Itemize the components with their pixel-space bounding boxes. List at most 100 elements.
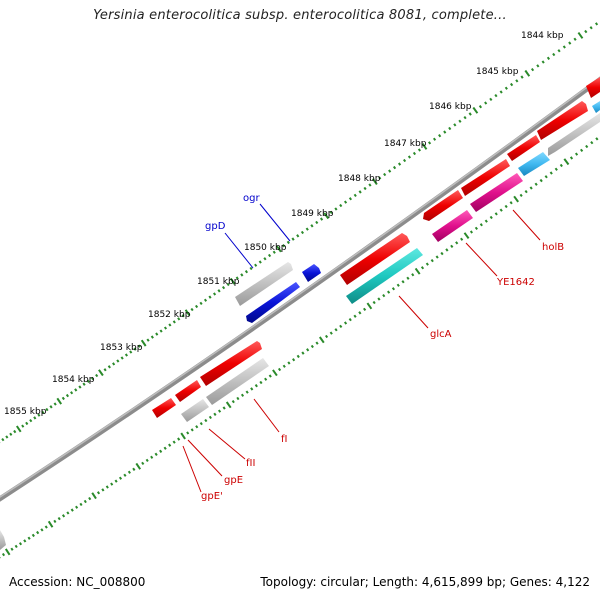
minor-tick [159, 329, 163, 333]
minor-tick [217, 409, 222, 413]
minor-tick [432, 137, 437, 141]
major-tick [180, 432, 186, 440]
gene-feature-gray[interactable] [548, 113, 600, 156]
gene-feature-red[interactable] [537, 101, 588, 140]
minor-tick [57, 516, 61, 521]
scale-labels: 1844 kbp 1845 kbp 1846 kbp 1847 kbp 1848… [4, 31, 564, 417]
major-tick [472, 106, 479, 114]
major-tick [272, 369, 278, 377]
minor-tick [250, 387, 254, 391]
minor-tick [235, 276, 239, 280]
accession-label: Accession: NC_008800 [9, 575, 146, 589]
gene-feature-lightblue[interactable] [592, 101, 600, 113]
gene-feature-red[interactable] [200, 341, 262, 386]
minor-tick [391, 287, 396, 291]
minor-tick [310, 344, 314, 349]
gene-feature-cyan[interactable] [346, 248, 423, 304]
gene-label-glca[interactable]: glcA [430, 329, 452, 340]
gene-feature-gray[interactable] [235, 262, 293, 306]
gene-feature-gray[interactable] [206, 358, 269, 405]
minor-tick [263, 257, 267, 261]
gene-feature-blue[interactable] [246, 282, 300, 323]
gene-feature-gray[interactable] [181, 399, 209, 422]
minor-tick [595, 137, 599, 141]
minor-tick [286, 240, 290, 245]
minor-tick [407, 155, 412, 159]
minor-tick [520, 75, 524, 79]
gene-feature-gray[interactable] [0, 530, 6, 550]
minor-tick [172, 440, 176, 444]
minor-tick [287, 361, 291, 365]
minor-tick [458, 119, 462, 123]
gene-label-ogr[interactable]: ogr [243, 193, 260, 204]
gene-feature-red[interactable] [340, 233, 410, 285]
minor-tick [90, 376, 95, 381]
genome-backbone-highlight [0, 76, 600, 498]
minor-tick [536, 64, 540, 68]
minor-tick [267, 253, 272, 258]
minor-tick [83, 499, 87, 504]
major-tick [414, 267, 421, 275]
minor-tick [499, 208, 503, 212]
gene-features[interactable] [152, 77, 600, 422]
gene-label-fi[interactable]: fI [281, 434, 287, 445]
gene-label-fii[interactable]: fII [246, 458, 255, 469]
outer-scale-track [0, 22, 599, 444]
minor-tick [37, 413, 41, 417]
gene-feature-red[interactable] [175, 380, 201, 402]
gene-feature-magenta[interactable] [432, 210, 473, 242]
gene-label-gpd[interactable]: gpD [205, 221, 226, 232]
minor-tick [291, 237, 295, 241]
minor-tick [499, 90, 503, 94]
minor-tick [25, 421, 29, 426]
minor-tick [562, 45, 566, 49]
gene-label-gpe[interactable]: gpE [224, 475, 243, 486]
minor-tick [5, 435, 9, 439]
minor-tick [272, 250, 276, 254]
minor-tick [417, 148, 422, 152]
major-tick [563, 158, 570, 166]
minor-tick [145, 458, 149, 462]
gene-feature-red[interactable] [423, 190, 463, 221]
major-tick [140, 339, 147, 347]
gene-feature-red[interactable] [461, 159, 510, 196]
gene-label-ye1642[interactable]: YE1642 [496, 277, 535, 288]
major-tick [229, 277, 236, 285]
minor-tick [70, 391, 74, 395]
minor-tick [217, 289, 221, 293]
minor-tick [484, 219, 488, 223]
minor-tick [353, 314, 357, 318]
gene-label-gpe-prime[interactable]: gpE' [201, 491, 223, 502]
minor-tick [397, 162, 402, 166]
gene-feature-cyan[interactable] [518, 152, 550, 176]
minor-tick [383, 172, 387, 177]
gene-feature-red[interactable] [152, 398, 176, 418]
minor-tick [510, 82, 514, 87]
scale-label: 1851 kbp [197, 277, 240, 287]
gene-feature-red[interactable] [507, 135, 540, 161]
gene-feature-magenta[interactable] [470, 173, 523, 212]
gene-feature-red[interactable] [586, 77, 600, 98]
scale-label: 1853 kbp [100, 343, 143, 353]
minor-tick [45, 407, 49, 412]
minor-tick [23, 539, 27, 543]
minor-tick [584, 29, 588, 34]
minor-tick [448, 126, 452, 131]
minor-tick [177, 437, 181, 441]
minor-tick [9, 432, 13, 436]
minor-tick [1, 552, 6, 557]
minor-tick [31, 533, 35, 538]
minor-tick [382, 294, 386, 298]
minor-tick [75, 505, 79, 509]
gene-feature-blue[interactable] [302, 264, 321, 282]
minor-tick [240, 273, 244, 277]
minor-tick [427, 141, 432, 145]
minor-tick [368, 183, 372, 187]
minor-tick [589, 26, 593, 30]
minor-tick [226, 282, 230, 287]
gene-label-holb[interactable]: holB [542, 242, 564, 253]
minor-tick [66, 511, 70, 515]
minor-tick [292, 358, 296, 362]
minor-tick [296, 234, 300, 238]
